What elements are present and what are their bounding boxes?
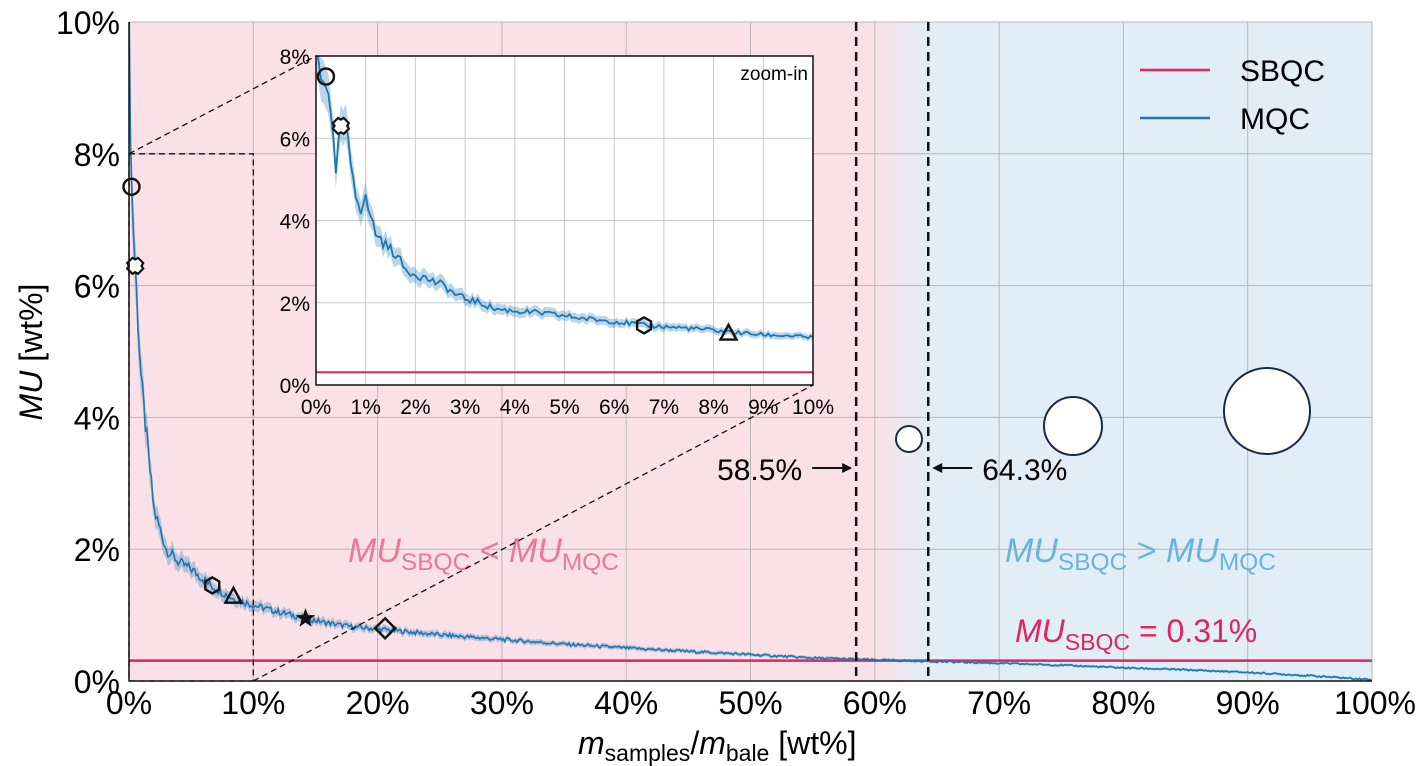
x-tick-label: 10% (221, 685, 285, 721)
region-transition-bg (874, 22, 929, 681)
inset-zoom-label: zoom-in (740, 64, 808, 85)
inset-x-tick: 10% (792, 396, 834, 419)
marker-cross (125, 256, 145, 276)
y-tick-label: 10% (56, 5, 120, 41)
x-label-part: [wt%] (769, 725, 856, 761)
label-part: MU (1166, 532, 1219, 570)
inset-frame (315, 55, 814, 386)
axes: 0% 10% 20% 30% 40% 50% 60% 70% 80% 90% 100% 0% 2% 4% 6… (13, 5, 1416, 766)
x-tick-label: 50% (718, 685, 782, 721)
x-tick-label: 100% (1334, 685, 1416, 721)
x-tick-label: 90% (1216, 685, 1280, 721)
x-tick-label: 30% (470, 685, 534, 721)
zoom-inset: zoom-in 0% 1% 2% 3% 4% 5% 6% 7% 8% 9% 10% 0% 2% 4% 6% 8% (280, 46, 834, 419)
inset-x-tick: 4% (500, 396, 530, 419)
marker-circle (122, 177, 141, 196)
inset-x-tick: 8% (698, 396, 728, 419)
inset-x-tick: 2% (400, 396, 430, 419)
x-tick-label: 60% (843, 685, 907, 721)
inset-y-tick: 8% (280, 46, 310, 69)
x-tick-label: 80% (1091, 685, 1155, 721)
y-axis-label: MU [wt%] (13, 284, 49, 421)
threshold-label: 58.5% (717, 454, 802, 487)
label-part: SBQC (1058, 549, 1127, 576)
legend-label: MQC (1240, 103, 1310, 136)
region-label-right: MUSBQC > MUMQC (1005, 532, 1276, 576)
inset-marker-circle (316, 67, 336, 86)
x-label-part: m (699, 725, 726, 761)
label-part: MU (348, 532, 401, 570)
zoom-guide-bottom (252, 384, 814, 682)
y-tick-label: 4% (74, 400, 120, 436)
label-part: MU (509, 532, 562, 570)
y-label-part: MU (13, 370, 49, 421)
label-part: SBQC (1065, 629, 1130, 655)
inset-y-tick: 6% (280, 128, 310, 151)
legend: SBQC MQC (1140, 55, 1325, 136)
inset-x-tick: 0% (301, 396, 331, 419)
sbqc-value-label: MUSBQC = 0.31% (1015, 613, 1257, 655)
label-part: < (470, 532, 509, 570)
label-part: SBQC (401, 549, 470, 576)
x-label-part: bale (726, 740, 769, 766)
y-tick-label: 0% (74, 664, 120, 700)
label-part: = 0.31% (1130, 613, 1257, 649)
inset-y-tick: 0% (280, 375, 310, 398)
inset-x-tick: 3% (450, 396, 480, 419)
inset-marker-cross (331, 116, 351, 136)
label-part: MU (1005, 532, 1058, 570)
label-part: MU (1015, 613, 1066, 649)
legend-label: SBQC (1240, 55, 1325, 88)
threshold-arrowhead (932, 463, 943, 473)
zoom-guide-top (128, 55, 317, 155)
label-part: MQC (562, 549, 619, 576)
x-axis-label: msamples/mbale [wt%] (578, 725, 856, 766)
x-label-part: m (578, 725, 605, 761)
x-label-part: / (690, 725, 699, 761)
label-part: MQC (1219, 549, 1276, 576)
region-right-bg (928, 22, 1372, 681)
bubble-medium (1043, 396, 1103, 456)
main-markers (122, 177, 397, 640)
label-part: > (1127, 532, 1166, 570)
y-tick-label: 8% (74, 137, 120, 173)
y-label-part: [wt%] (13, 284, 49, 371)
threshold-arrowhead (842, 463, 853, 473)
thresholds: 58.5% 64.3% (717, 22, 1067, 681)
inset-mqc-line (316, 56, 813, 340)
inset-y-tick: 4% (280, 211, 310, 234)
inset-series (316, 56, 813, 374)
marker-triangle (223, 585, 244, 604)
inset-x-tick: 9% (748, 396, 778, 419)
x-tick-label: 40% (594, 685, 658, 721)
inset-x-tick: 7% (649, 396, 679, 419)
bubble-small (895, 425, 923, 453)
threshold-label: 64.3% (982, 454, 1067, 487)
region-label-left: MUSBQC < MUMQC (348, 532, 619, 576)
inset-marker-triangle (718, 322, 739, 341)
marker-hexagon (204, 576, 221, 595)
inset-y-tick: 2% (280, 293, 310, 316)
x-tick-label: 0% (106, 685, 152, 721)
marker-diamond (373, 616, 397, 640)
x-tick-label: 70% (967, 685, 1031, 721)
inset-x-tick: 1% (351, 396, 381, 419)
size-bubbles (895, 367, 1311, 456)
x-label-part: samples (605, 740, 691, 766)
mqc-line (129, 22, 1372, 681)
marker-star (295, 608, 316, 627)
main-series (129, 22, 1372, 681)
inset-marker-hexagon (635, 315, 653, 335)
bubble-large (1223, 367, 1311, 455)
y-tick-label: 6% (74, 269, 120, 305)
x-tick-label: 20% (346, 685, 410, 721)
inset-x-tick: 5% (549, 396, 579, 419)
y-tick-label: 2% (74, 532, 120, 568)
inset-x-tick: 6% (599, 396, 629, 419)
